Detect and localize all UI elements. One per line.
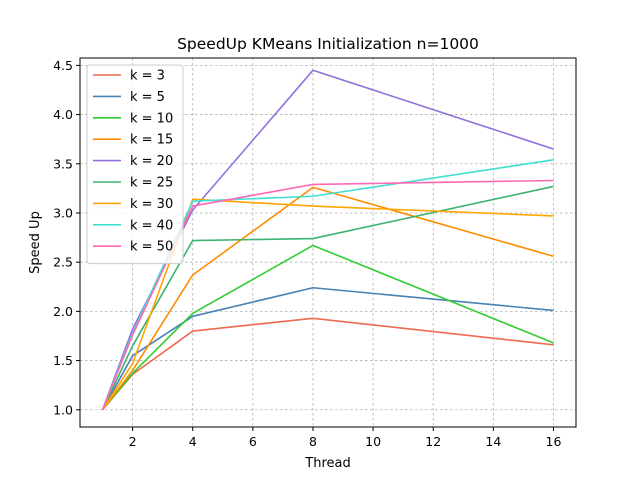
legend-label-k-50: k = 50 bbox=[130, 240, 173, 255]
x-tick-label: 8 bbox=[309, 434, 317, 449]
legend-label-k-10: k = 10 bbox=[130, 111, 173, 126]
legend-label-k-40: k = 40 bbox=[130, 218, 173, 233]
legend-label-k-15: k = 15 bbox=[130, 133, 173, 148]
x-tick-label: 2 bbox=[129, 434, 137, 449]
chart-title: SpeedUp KMeans Initialization n=1000 bbox=[177, 35, 479, 53]
legend-label-k-25: k = 25 bbox=[130, 176, 173, 191]
y-axis: 1.0 1.5 2.0 2.5 3.0 3.5 4.0 4.5 bbox=[53, 58, 80, 417]
series-line-k-15 bbox=[101, 186, 554, 411]
y-tick-label: 2.5 bbox=[53, 255, 73, 270]
series-lines bbox=[101, 69, 554, 411]
x-axis: 2 4 6 8 10 12 14 16 bbox=[129, 427, 562, 449]
x-tick-label: 6 bbox=[249, 434, 257, 449]
y-tick-label: 4.0 bbox=[53, 107, 73, 122]
legend-label-k-20: k = 20 bbox=[130, 154, 173, 169]
series-line-k-10 bbox=[101, 244, 554, 411]
plot-frame bbox=[79, 57, 577, 428]
legend: k = 3 k = 5 k = 10 k = 15 k = 20 k = 25 k = 30… bbox=[86, 64, 184, 265]
series-line-k-20 bbox=[101, 69, 554, 411]
x-tick-label: 10 bbox=[365, 434, 381, 449]
series-line-k-25 bbox=[101, 185, 554, 411]
y-tick-label: 2.0 bbox=[53, 304, 73, 319]
legend-label-k-5: k = 5 bbox=[130, 90, 165, 105]
series-line-k-30 bbox=[101, 198, 554, 411]
series-line-k-5 bbox=[101, 286, 554, 411]
legend-label-k-30: k = 30 bbox=[130, 197, 173, 212]
series-line-k-50 bbox=[101, 179, 554, 411]
y-tick-label: 1.0 bbox=[53, 402, 73, 417]
x-tick-label: 14 bbox=[485, 434, 501, 449]
x-axis-label: Thread bbox=[304, 456, 350, 471]
y-tick-label: 3.0 bbox=[53, 205, 73, 220]
x-tick-label: 16 bbox=[546, 434, 562, 449]
y-axis-label: Speed Up bbox=[28, 211, 43, 274]
x-tick-label: 4 bbox=[189, 434, 197, 449]
y-tick-label: 1.5 bbox=[53, 353, 73, 368]
y-tick-label: 4.5 bbox=[53, 58, 73, 73]
legend-label-k-3: k = 3 bbox=[130, 69, 165, 84]
legend-box bbox=[86, 64, 184, 265]
x-tick-label: 12 bbox=[425, 434, 441, 449]
y-tick-label: 3.5 bbox=[53, 156, 73, 171]
